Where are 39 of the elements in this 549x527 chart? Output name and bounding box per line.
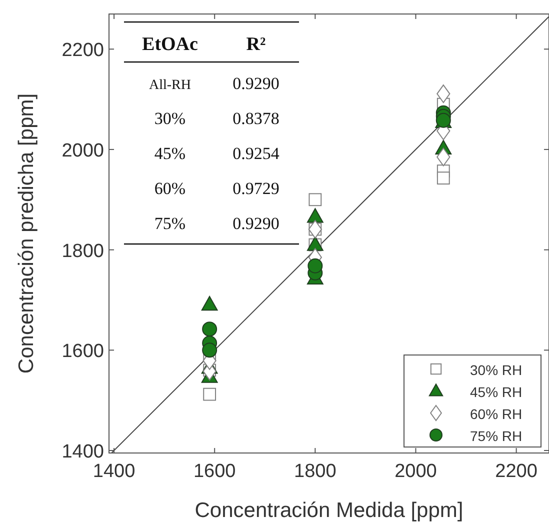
x-tick-label: 2000 — [394, 461, 437, 482]
point — [436, 172, 450, 185]
annotation: 0.9254 — [232, 144, 280, 163]
annotation: 0.8378 — [232, 109, 280, 128]
legend-label: 30% RH — [470, 362, 522, 378]
legend-label: 60% RH — [470, 406, 522, 422]
annotation: 0.9729 — [232, 179, 280, 198]
legend-label: 75% RH — [470, 428, 522, 444]
point — [202, 342, 218, 358]
y-axis-title: Concentración predicha [ppm] — [15, 93, 38, 374]
annotation: 60% — [154, 179, 186, 198]
y-tick-label: 2000 — [62, 140, 104, 162]
x-tick-label: 1400 — [92, 461, 136, 482]
annotation: EtOAc — [142, 34, 198, 55]
annotation: 0.9290 — [232, 214, 280, 233]
annotation: 0.9290 — [232, 74, 280, 93]
x-axis-title: Concentración Medida [ppm] — [194, 499, 464, 522]
y-tick-label: 1400 — [62, 441, 104, 462]
annotation: 75% — [154, 214, 186, 233]
point — [436, 148, 450, 166]
annotation: All-RH — [149, 78, 191, 93]
y-tick-label: 2200 — [62, 40, 104, 62]
point — [306, 208, 324, 223]
annotation: 30% — [154, 109, 186, 128]
y-tick-label: 1800 — [62, 240, 104, 262]
point — [308, 258, 323, 274]
point — [308, 193, 322, 206]
point — [308, 220, 322, 238]
point — [202, 322, 218, 337]
x-tick-label: 2200 — [495, 461, 538, 482]
y-tick-label: 1600 — [62, 341, 104, 362]
annotation: 45% — [154, 144, 186, 163]
annotation: R² — [246, 34, 266, 55]
point — [436, 84, 450, 104]
x-tick-label: 1800 — [294, 461, 336, 482]
point — [201, 296, 218, 311]
point — [203, 388, 216, 401]
x-tick-label: 1600 — [193, 461, 236, 482]
legend-label: 45% RH — [470, 384, 522, 400]
